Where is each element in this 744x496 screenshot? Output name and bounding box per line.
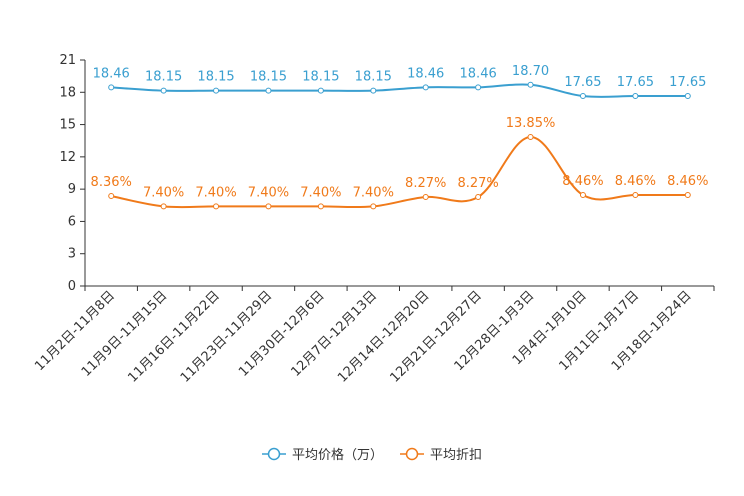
data-label: 8.27% bbox=[405, 176, 446, 191]
data-label: 18.15 bbox=[355, 70, 392, 85]
data-label: 8.27% bbox=[457, 176, 498, 191]
legend-marker bbox=[405, 447, 419, 461]
data-label: 18.46 bbox=[407, 66, 444, 81]
y-tick-label: 12 bbox=[59, 150, 76, 165]
x-tick-label: 11月23日-11月29日 bbox=[178, 288, 275, 385]
y-tick-label: 0 bbox=[68, 279, 76, 294]
data-label: 13.85% bbox=[506, 116, 556, 131]
y-tick-label: 18 bbox=[59, 85, 76, 100]
data-label: 18.15 bbox=[145, 70, 182, 85]
data-label: 7.40% bbox=[300, 185, 341, 200]
y-tick-label: 6 bbox=[68, 214, 76, 229]
data-label: 18.46 bbox=[93, 66, 130, 81]
data-point bbox=[422, 193, 429, 200]
data-point bbox=[370, 203, 377, 210]
data-label: 17.65 bbox=[564, 75, 601, 90]
data-point bbox=[370, 87, 377, 94]
chart-series: 18.46 18.15 18.15 18.15 18.15 18.15 18.46 18.46… bbox=[91, 64, 708, 210]
data-point bbox=[527, 81, 534, 88]
data-point bbox=[213, 203, 220, 210]
chart-legend: 平均价格（万） 平均折扣 bbox=[262, 447, 482, 463]
data-point bbox=[108, 84, 115, 91]
data-point bbox=[317, 203, 324, 210]
data-point bbox=[422, 84, 429, 91]
data-label: 18.15 bbox=[197, 70, 234, 85]
data-label: 7.40% bbox=[248, 185, 289, 200]
data-label: 8.46% bbox=[667, 174, 708, 189]
legend-label-2: 平均折扣 bbox=[430, 448, 482, 463]
legend-marker bbox=[267, 447, 281, 461]
data-point bbox=[160, 87, 167, 94]
data-point bbox=[632, 191, 639, 198]
data-point bbox=[265, 87, 272, 94]
data-label: 18.15 bbox=[302, 70, 339, 85]
data-point bbox=[160, 203, 167, 210]
series-line-1 bbox=[111, 83, 688, 98]
chart-axes: 03691215182111月2日-11月8日11月9日-11月15日11月16… bbox=[32, 53, 715, 386]
data-point bbox=[265, 203, 272, 210]
data-point bbox=[684, 191, 691, 198]
data-point bbox=[475, 84, 482, 91]
data-point bbox=[317, 87, 324, 94]
data-point bbox=[475, 193, 482, 200]
data-label: 8.46% bbox=[562, 174, 603, 189]
data-label: 8.46% bbox=[615, 174, 656, 189]
data-point bbox=[527, 133, 534, 140]
data-point bbox=[684, 93, 691, 100]
y-tick-label: 9 bbox=[68, 182, 76, 197]
data-label: 7.40% bbox=[353, 185, 394, 200]
data-point bbox=[632, 93, 639, 100]
x-tick-label: 12月14日-12月20日 bbox=[335, 288, 432, 385]
x-tick-label: 11月16日-11月22日 bbox=[125, 288, 222, 385]
data-label: 17.65 bbox=[617, 75, 654, 90]
y-tick-label: 3 bbox=[68, 247, 76, 262]
data-label: 17.65 bbox=[669, 75, 706, 90]
data-point bbox=[108, 193, 115, 200]
data-point bbox=[579, 191, 586, 198]
y-tick-label: 15 bbox=[59, 118, 76, 133]
data-label: 8.36% bbox=[91, 175, 132, 190]
data-label: 18.46 bbox=[460, 66, 497, 81]
data-point bbox=[213, 87, 220, 94]
data-point bbox=[579, 93, 586, 100]
data-label: 7.40% bbox=[195, 185, 236, 200]
x-tick-label: 12月21日-12月27日 bbox=[387, 288, 484, 385]
legend-label-1: 平均价格（万） bbox=[292, 447, 383, 463]
data-label: 7.40% bbox=[143, 185, 184, 200]
data-label: 18.70 bbox=[512, 64, 549, 79]
data-label: 18.15 bbox=[250, 70, 287, 85]
y-tick-label: 21 bbox=[59, 53, 76, 68]
